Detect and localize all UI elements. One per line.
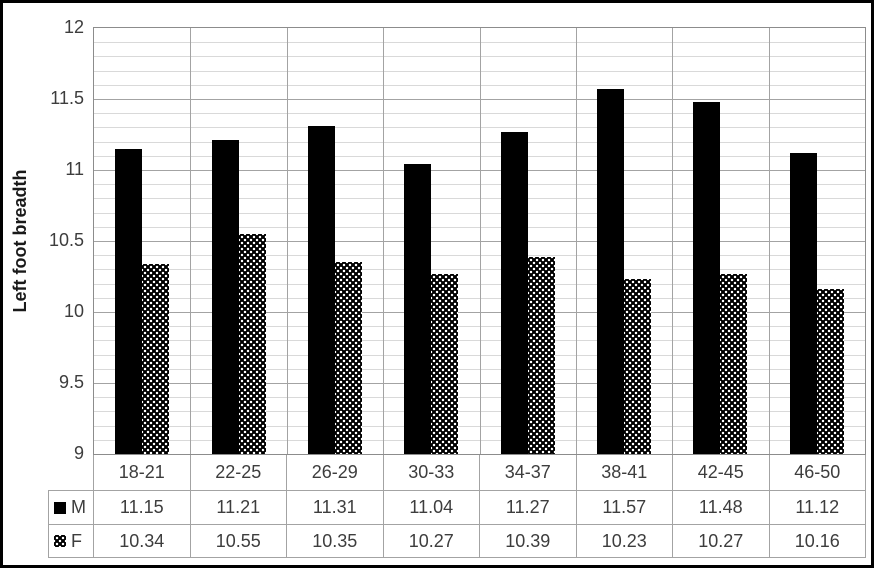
y-tick-label: 10: [63, 301, 84, 321]
plot-area: [93, 27, 866, 455]
table-value-cell: 11.04: [384, 491, 480, 524]
table-value-cell: 11.57: [577, 491, 673, 524]
category-label: 18-21: [94, 455, 191, 490]
y-tick-label: 11: [65, 159, 84, 179]
table-value-cell: 11.27: [480, 491, 577, 524]
legend-swatch-f-icon: [54, 535, 66, 547]
bar-f: [142, 263, 170, 454]
data-table: M 11.15 11.21 11.31 11.04 11.27 11.57 11.48 11.1…: [48, 490, 866, 558]
table-value-cell: 11.31: [287, 491, 384, 524]
category-label: 46-50: [794, 462, 841, 482]
bar-f: [334, 262, 362, 454]
table-row: M 11.15 11.21 11.31 11.04 11.27 11.57 11.48 11.1…: [48, 490, 866, 524]
category-gridline: [479, 28, 481, 454]
legend-swatch-m-icon: [54, 501, 66, 514]
category-gridline: [575, 28, 577, 454]
table-value-cell: 11.15: [94, 491, 191, 524]
y-tick-label: 9: [73, 443, 84, 463]
table-value-cell: 10.27: [384, 525, 480, 557]
legend-cell: F: [49, 525, 94, 557]
table-value-cell: 11.12: [795, 497, 840, 517]
category-label: 34-37: [480, 455, 577, 490]
table-value-cell: 11.21: [191, 491, 287, 524]
y-tick-label: 11.5: [50, 88, 84, 108]
bar-f: [624, 279, 652, 454]
category-label: 30-33: [384, 455, 480, 490]
bar-f: [238, 233, 266, 454]
bar-m: [211, 140, 239, 454]
table-value-cell: 10.23: [577, 525, 673, 557]
x-axis-category-row: 18-21 22-25 26-29 30-33 34-37 38-41 42-45 46-50: [93, 455, 866, 490]
bar-f: [816, 289, 844, 454]
bar-f: [431, 273, 459, 454]
table-value-cell: 10.27: [673, 525, 770, 557]
bar-m: [307, 126, 335, 454]
bar-m: [789, 153, 817, 454]
category-gridline: [768, 28, 770, 454]
series-label: M: [71, 497, 86, 517]
y-tick-label: 12: [63, 17, 84, 37]
table-value-cell: 10.35: [287, 525, 384, 557]
bar-f: [527, 256, 555, 454]
category-gridline: [286, 28, 288, 454]
table-value-cell: 10.34: [94, 525, 191, 557]
bar-m: [500, 131, 528, 454]
bar-m: [115, 148, 143, 454]
bar-f: [720, 273, 748, 454]
table-value-cell: 11.48: [673, 491, 770, 524]
y-axis-title: Left foot breadth: [10, 169, 30, 313]
series-label: F: [71, 530, 82, 551]
category-label: 26-29: [287, 455, 384, 490]
y-tick-label: 10.5: [48, 230, 84, 250]
legend-cell: M: [49, 491, 94, 524]
category-label: 42-45: [673, 455, 770, 490]
category-gridline: [383, 28, 385, 454]
table-value-cell: 10.55: [191, 525, 287, 557]
bar-m: [404, 164, 432, 454]
table-value-cell: 10.16: [794, 530, 840, 551]
y-tick-label: 9.5: [58, 372, 84, 392]
category-gridline: [672, 28, 674, 454]
bar-m: [693, 101, 721, 454]
category-label: 22-25: [191, 455, 287, 490]
bar-m: [597, 89, 625, 454]
category-gridline: [190, 28, 192, 454]
table-row: F 10.34 10.55 10.35 10.27 10.39 10.23 10.27 10.1…: [48, 524, 866, 558]
table-value-cell: 10.39: [480, 525, 577, 557]
category-label: 38-41: [577, 455, 673, 490]
